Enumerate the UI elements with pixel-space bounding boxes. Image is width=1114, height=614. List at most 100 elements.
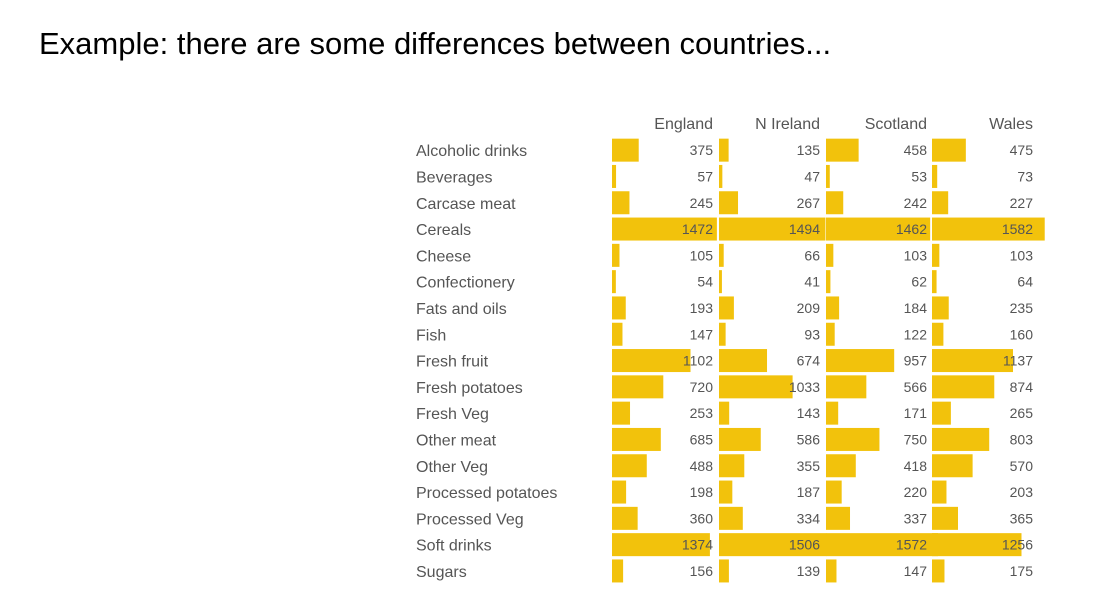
bar [826, 296, 840, 320]
value-label: 475 [1010, 142, 1034, 158]
category-label: Carcase meat [416, 196, 516, 213]
bar [826, 138, 859, 162]
bar [719, 191, 739, 215]
value-label: 242 [904, 195, 928, 211]
column-header-3: Wales [989, 116, 1033, 133]
bar [826, 454, 856, 478]
bar [612, 270, 616, 294]
value-label: 41 [804, 274, 820, 290]
value-label: 803 [1010, 431, 1034, 447]
bar [826, 401, 839, 425]
category-label: Confectionery [416, 275, 515, 292]
bar [719, 506, 743, 530]
value-label: 220 [904, 484, 928, 500]
bar [826, 270, 831, 294]
bar [612, 427, 661, 451]
bar [612, 296, 626, 320]
value-label: 171 [904, 405, 928, 421]
value-label: 1256 [1002, 537, 1033, 553]
value-label: 1506 [789, 537, 820, 553]
bar [612, 243, 620, 267]
bar [932, 506, 959, 530]
bar [826, 164, 830, 188]
value-label: 62 [911, 274, 927, 290]
slide-title: Example: there are some differences betw… [39, 26, 832, 61]
value-label: 1374 [682, 537, 713, 553]
value-label: 187 [797, 484, 821, 500]
value-label: 73 [1017, 168, 1033, 184]
category-label: Fish [416, 327, 446, 344]
bar [612, 375, 664, 399]
value-label: 720 [690, 379, 714, 395]
value-label: 105 [690, 247, 714, 263]
value-label: 570 [1010, 458, 1034, 474]
value-label: 198 [690, 484, 714, 500]
value-label: 147 [904, 563, 928, 579]
bar [826, 243, 834, 267]
value-label: 566 [904, 379, 928, 395]
value-label: 674 [797, 353, 821, 369]
value-label: 227 [1010, 195, 1034, 211]
category-label: Other Veg [416, 459, 488, 476]
value-label: 66 [804, 247, 820, 263]
value-label: 103 [904, 247, 928, 263]
value-label: 253 [690, 405, 714, 421]
category-label: Soft drinks [416, 538, 492, 555]
value-label: 957 [904, 353, 928, 369]
value-label: 337 [904, 510, 928, 526]
value-label: 93 [804, 326, 820, 342]
value-label: 184 [904, 300, 928, 316]
bar [826, 533, 939, 557]
category-label: Other meat [416, 432, 497, 449]
bar [612, 559, 624, 583]
value-label: 235 [1010, 300, 1034, 316]
bar [612, 506, 638, 530]
value-label: 1572 [896, 537, 927, 553]
value-label: 122 [904, 326, 928, 342]
value-label: 488 [690, 458, 714, 474]
column-header-1: N Ireland [755, 116, 820, 133]
value-label: 1494 [789, 221, 820, 237]
value-label: 160 [1010, 326, 1034, 342]
column-header-0: England [654, 116, 713, 133]
bar [719, 296, 734, 320]
bar [719, 375, 793, 399]
bar [826, 191, 844, 215]
bar [826, 480, 842, 504]
category-label: Beverages [416, 169, 493, 186]
value-label: 586 [797, 431, 821, 447]
value-label: 53 [911, 168, 927, 184]
bar [719, 401, 730, 425]
value-label: 685 [690, 431, 714, 447]
bar [826, 427, 880, 451]
bar [932, 164, 938, 188]
value-label: 1137 [1003, 353, 1033, 369]
bar [612, 480, 627, 504]
bar [719, 349, 768, 373]
value-label: 874 [1010, 379, 1034, 395]
value-label: 245 [690, 195, 714, 211]
category-label: Alcoholic drinks [416, 143, 527, 160]
bar [719, 559, 729, 583]
bar [932, 533, 1022, 557]
category-label: Cheese [416, 248, 471, 265]
bar [932, 401, 951, 425]
value-label: 156 [690, 563, 714, 579]
value-label: 265 [1010, 405, 1034, 421]
bar [612, 533, 710, 557]
value-label: 1472 [682, 221, 713, 237]
bar [932, 296, 949, 320]
bar [719, 164, 723, 188]
bar [719, 138, 729, 162]
bar [932, 480, 947, 504]
bar [932, 454, 973, 478]
value-label: 1462 [896, 221, 927, 237]
bar [932, 217, 1045, 241]
value-label: 418 [904, 458, 928, 474]
value-label: 355 [797, 458, 821, 474]
bar [826, 506, 851, 530]
value-label: 750 [904, 431, 928, 447]
value-label: 143 [797, 405, 821, 421]
value-label: 360 [690, 510, 714, 526]
